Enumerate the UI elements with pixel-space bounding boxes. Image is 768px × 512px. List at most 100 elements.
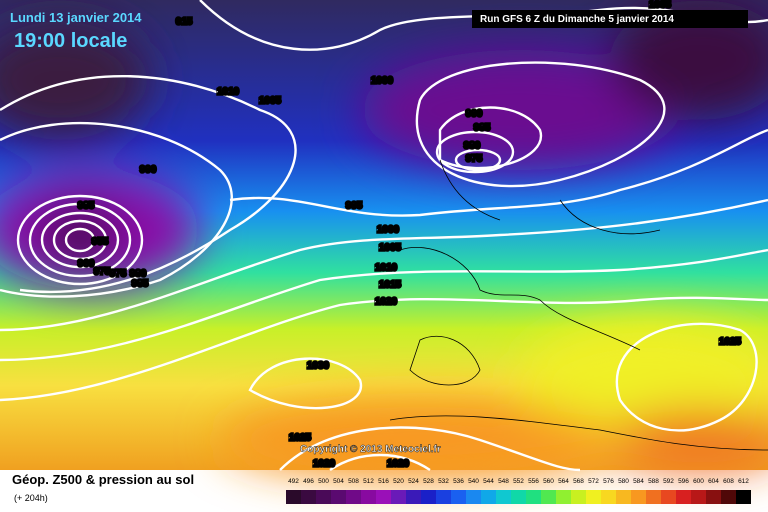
- colorbar-swatch: [421, 490, 436, 504]
- colorbar-swatch: [286, 490, 301, 504]
- colorbar-swatch: [541, 490, 556, 504]
- colorbar-swatch: [676, 490, 691, 504]
- isobar-label: 990: [140, 165, 157, 176]
- isobar-label: 1025: [719, 337, 742, 348]
- isobar-labels: 0151010100510001005990985980975990995985…: [76, 0, 742, 471]
- date: Lundi 13 janvier 2014: [10, 10, 142, 25]
- colorbar-label: 580: [618, 478, 629, 485]
- colorbar: 492 496 500 504 508 512 516 520 524 528 532 536 540 5…: [286, 478, 751, 504]
- colorbar-swatch: [526, 490, 541, 504]
- colorbar-swatch: [496, 490, 511, 504]
- colorbar-swatch: [616, 490, 631, 504]
- isobar-label: 990: [466, 109, 483, 120]
- colorbar-swatch: [436, 490, 451, 504]
- colorbar-label: 520: [393, 478, 404, 485]
- copyright: Copyright © 2013 Meteociel.fr: [300, 444, 441, 455]
- colorbar-swatch: [316, 490, 331, 504]
- isobar-label: 975: [110, 269, 127, 280]
- colorbar-label: 544: [483, 478, 494, 485]
- colorbar-swatch: [451, 490, 466, 504]
- colorbar-swatch: [301, 490, 316, 504]
- colorbar-label: 552: [513, 478, 524, 485]
- colorbar-label: 508: [348, 478, 359, 485]
- colorbar-label: 496: [303, 478, 314, 485]
- colorbar-swatch: [346, 490, 361, 504]
- colorbar-swatch: [361, 490, 376, 504]
- colorbar-label: 540: [468, 478, 479, 485]
- time: 19:00 locale: [14, 30, 127, 52]
- colorbar-swatch: [721, 490, 736, 504]
- colorbar-label: 612: [738, 478, 749, 485]
- colorbar-label: 584: [633, 478, 644, 485]
- colorbar-label: 600: [693, 478, 704, 485]
- map: Lundi 13 janvier 2014 19:00 locale Run G…: [0, 0, 768, 480]
- isobar-label: 960: [78, 259, 95, 270]
- isobar-label: 975: [94, 267, 111, 278]
- colorbar-label: 528: [423, 478, 434, 485]
- colorbar-label: 512: [363, 478, 374, 485]
- colorbar-swatch: [511, 490, 526, 504]
- colorbar-label: 532: [438, 478, 449, 485]
- colorbar-swatch: [586, 490, 601, 504]
- colorbar-label: 564: [558, 478, 569, 485]
- colorbar-swatch: [601, 490, 616, 504]
- colorbar-swatch: [646, 490, 661, 504]
- colorbar-label: 556: [528, 478, 539, 485]
- isobar-label: 1020: [375, 297, 398, 308]
- colorbar-label: 492: [288, 478, 299, 485]
- isobar-label: 955: [92, 237, 109, 248]
- isobar-label: 1000: [377, 225, 400, 236]
- colorbar-swatch: [331, 490, 346, 504]
- colorbar-swatch: [736, 490, 751, 504]
- footer-subtitle: (+ 204h): [14, 493, 48, 503]
- colorbar-swatch: [661, 490, 676, 504]
- isobar-label: 1015: [379, 280, 402, 291]
- colorbar-swatch: [631, 490, 646, 504]
- colorbar-label: 548: [498, 478, 509, 485]
- isobar-label: 985: [78, 201, 95, 212]
- isobar-label: 985: [132, 279, 149, 290]
- isobar-label: 1005: [259, 96, 282, 107]
- isobar-label: 980: [130, 269, 147, 280]
- colorbar-swatch: [481, 490, 496, 504]
- colorbar-label: 536: [453, 478, 464, 485]
- colorbar-label: 504: [333, 478, 344, 485]
- colorbar-swatch: [571, 490, 586, 504]
- isobar-label: 975: [466, 154, 483, 165]
- run: Run GFS 6 Z du Dimanche 5 janvier 2014: [480, 14, 674, 25]
- colorbar-label: 596: [678, 478, 689, 485]
- isobar-label: 985: [474, 123, 491, 134]
- colorbar-swatch: [376, 490, 391, 504]
- colorbar-swatch: [466, 490, 481, 504]
- isobar-label: 1020: [387, 459, 410, 470]
- isobar-label: 1005: [379, 243, 402, 254]
- colorbar-swatch: [691, 490, 706, 504]
- footer: Géop. Z500 & pression au sol (+ 204h) 49…: [12, 472, 751, 504]
- colorbar-label: 560: [543, 478, 554, 485]
- colorbar-swatch: [556, 490, 571, 504]
- colorbar-label: 516: [378, 478, 389, 485]
- colorbar-swatch: [706, 490, 721, 504]
- isobar-label: 995: [346, 201, 363, 212]
- isobar-label: 1010: [375, 263, 398, 274]
- colorbar-label: 524: [408, 478, 419, 485]
- isobar-label: 1000: [371, 76, 394, 87]
- colorbar-label: 588: [648, 478, 659, 485]
- colorbar-label: 604: [708, 478, 719, 485]
- colorbar-label: 572: [588, 478, 599, 485]
- footer-title: Géop. Z500 & pression au sol: [12, 472, 194, 487]
- colorbar-label: 568: [573, 478, 584, 485]
- colorbar-swatch: [391, 490, 406, 504]
- isobar-label: 1020: [313, 459, 336, 470]
- isobar-label: 015: [176, 17, 193, 28]
- isobar-label: 1025: [289, 433, 312, 444]
- isobar-label: 1010: [217, 87, 240, 98]
- isobar-label: 980: [464, 141, 481, 152]
- colorbar-swatch: [406, 490, 421, 504]
- colorbar-label: 592: [663, 478, 674, 485]
- colorbar-label: 500: [318, 478, 329, 485]
- colorbar-label: 608: [723, 478, 734, 485]
- isobar-label: 1005: [649, 0, 672, 11]
- isobar-label: 1030: [307, 361, 330, 372]
